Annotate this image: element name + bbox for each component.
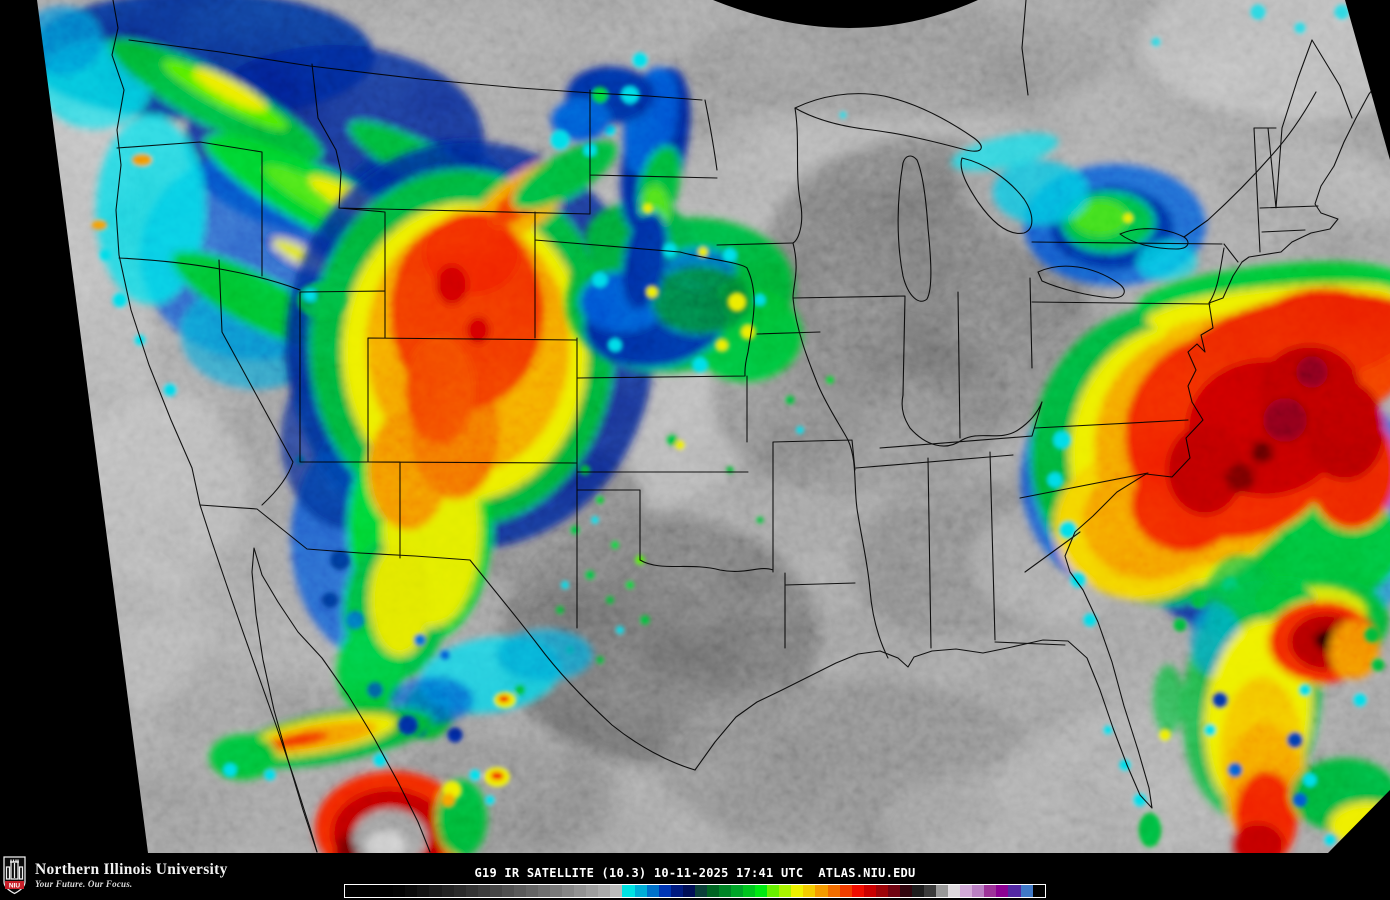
university-name: Northern Illinois University [35, 861, 228, 878]
color-scale-segment [682, 885, 695, 897]
color-scale-segment [453, 885, 466, 897]
color-scale-segment [767, 885, 780, 897]
color-scale-segment [706, 885, 719, 897]
scan-edge [0, 0, 1390, 853]
color-scale-segment [851, 885, 864, 897]
color-scale-segment [718, 885, 731, 897]
color-scale-segment [658, 885, 671, 897]
color-scale-segment [369, 885, 382, 897]
footer-bar: NIU Northern Illinois University Your Fu… [0, 853, 1390, 900]
color-scale-segment [779, 885, 792, 897]
color-scale-segment [984, 885, 997, 897]
niu-shield-icon: NIU [3, 856, 26, 895]
color-scale-segment [622, 885, 635, 897]
color-scale-segment [393, 885, 406, 897]
image-caption: G19 IR SATELLITE (10.3) 10-11-2025 17:41… [474, 866, 916, 880]
ir-color-scale [344, 884, 1046, 898]
color-scale-segment [381, 885, 394, 897]
color-scale-segment [465, 885, 478, 897]
color-scale-segment [670, 885, 683, 897]
color-scale-segment [441, 885, 454, 897]
color-scale-segment [731, 885, 744, 897]
color-scale-segment [815, 885, 828, 897]
color-scale-segment [1008, 885, 1021, 897]
color-scale-segment [948, 885, 961, 897]
color-scale-segment [525, 885, 538, 897]
state-borders [111, 0, 1390, 853]
color-scale-segment [887, 885, 900, 897]
color-scale-segment [839, 885, 852, 897]
color-scale-segment [405, 885, 418, 897]
niu-logo: NIU Northern Illinois University Your Fu… [3, 856, 228, 895]
color-scale-segment [345, 885, 358, 897]
color-scale-segment [562, 885, 575, 897]
color-scale-segment [924, 885, 937, 897]
color-scale-segment [791, 885, 804, 897]
university-tagline: Your Future. Our Focus. [35, 879, 133, 889]
color-scale-segment [429, 885, 442, 897]
color-scale-segment [972, 885, 985, 897]
color-scale-segment [1032, 885, 1045, 897]
color-scale-segment [803, 885, 816, 897]
color-scale-segment [634, 885, 647, 897]
color-scale-segment [743, 885, 756, 897]
color-scale-segment [827, 885, 840, 897]
color-scale-segment [936, 885, 949, 897]
color-scale-segment [996, 885, 1009, 897]
color-scale-segment [574, 885, 587, 897]
color-scale-segment [357, 885, 370, 897]
color-scale-segment [489, 885, 502, 897]
color-scale-segment [863, 885, 876, 897]
color-scale-segment [875, 885, 888, 897]
niu-acronym: NIU [9, 883, 21, 890]
color-scale-segment [477, 885, 490, 897]
color-scale-segment [538, 885, 551, 897]
color-scale-segment [911, 885, 924, 897]
color-scale-segment [550, 885, 563, 897]
color-scale-segment [694, 885, 707, 897]
color-scale-segment [417, 885, 430, 897]
color-scale-segment [501, 885, 514, 897]
color-scale-segment [899, 885, 912, 897]
color-scale-segment [598, 885, 611, 897]
color-scale-segment [513, 885, 526, 897]
color-scale-segment [960, 885, 973, 897]
color-scale-segment [646, 885, 659, 897]
color-scale-segment [610, 885, 623, 897]
color-scale-segment [1020, 885, 1033, 897]
color-scale-segment [755, 885, 768, 897]
color-scale-segment [586, 885, 599, 897]
